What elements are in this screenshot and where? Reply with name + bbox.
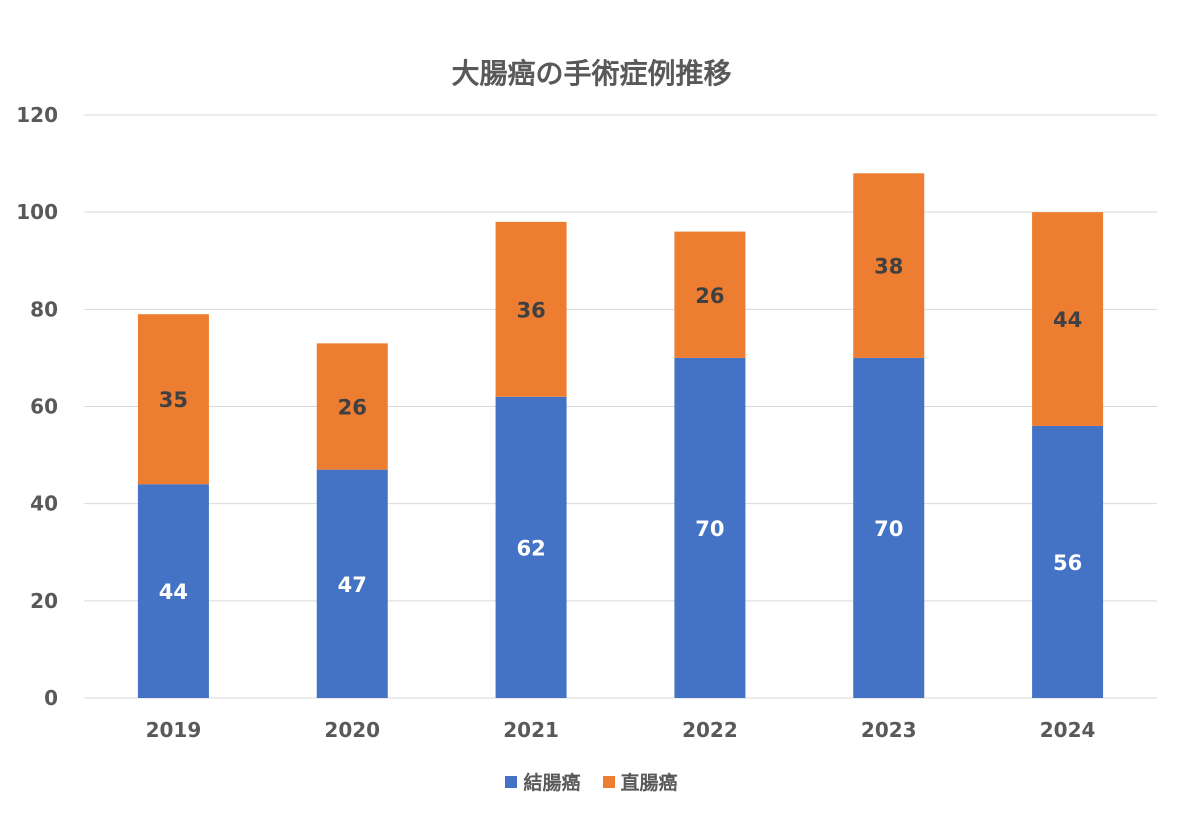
x-axis-ticks: 2019 2020 2021 2022 2023 2024 <box>146 718 1096 742</box>
y-tick-label: 120 <box>16 103 58 127</box>
legend-label: 直腸癌 <box>620 772 678 794</box>
data-label-結腸癌-2019: 44 <box>159 580 188 604</box>
bar-segment-結腸癌-2023 <box>853 357 925 698</box>
bar-segment-結腸癌-2022 <box>674 357 746 698</box>
data-label-直腸癌-2021: 36 <box>516 298 545 322</box>
data-label-layer: 44 35 47 26 62 36 70 26 70 38 56 44 <box>159 255 1082 605</box>
data-label-結腸癌-2020: 47 <box>338 573 367 597</box>
bar-segment-直腸癌-2021 <box>495 221 567 397</box>
legend-item: 結腸癌 <box>505 768 581 795</box>
legend-label: 結腸癌 <box>523 772 581 794</box>
x-tick-label: 2024 <box>1040 718 1096 742</box>
data-label-結腸癌-2021: 62 <box>516 536 545 560</box>
chart-title: 大腸癌の手術症例推移 <box>451 57 732 90</box>
grid-layer <box>84 114 1157 699</box>
bar-segment-直腸癌-2020 <box>316 343 388 470</box>
legend: 結腸癌 直腸癌 <box>0 768 1183 795</box>
bar-segment-直腸癌-2019 <box>137 314 209 485</box>
y-tick-label: 100 <box>16 200 58 224</box>
bar-segment-結腸癌-2019 <box>137 484 209 698</box>
bar-segment-直腸癌-2022 <box>674 231 746 358</box>
data-label-直腸癌-2020: 26 <box>338 396 367 420</box>
bar-layer <box>137 173 1104 698</box>
y-tick-label: 80 <box>30 297 58 321</box>
y-tick-label: 20 <box>30 589 58 613</box>
bar-segment-直腸癌-2023 <box>853 173 925 358</box>
x-tick-label: 2019 <box>146 718 202 742</box>
legend-swatch <box>602 775 615 788</box>
bar-segment-結腸癌-2020 <box>316 469 388 698</box>
x-tick-label: 2020 <box>324 718 380 742</box>
bar-segment-直腸癌-2024 <box>1032 212 1104 426</box>
x-tick-label: 2022 <box>682 718 738 742</box>
data-label-直腸癌-2023: 38 <box>874 255 903 279</box>
data-label-結腸癌-2023: 70 <box>874 517 903 541</box>
data-label-直腸癌-2024: 44 <box>1053 308 1082 332</box>
y-tick-label: 0 <box>44 686 58 710</box>
y-tick-label: 40 <box>30 492 58 516</box>
legend-item: 直腸癌 <box>602 768 678 795</box>
data-label-直腸癌-2022: 26 <box>695 284 724 308</box>
data-label-結腸癌-2022: 70 <box>695 517 724 541</box>
bar-segment-結腸癌-2021 <box>495 396 567 698</box>
legend-swatch <box>505 775 518 788</box>
y-tick-label: 60 <box>30 395 58 419</box>
data-label-直腸癌-2019: 35 <box>159 388 188 412</box>
data-label-結腸癌-2024: 56 <box>1053 551 1082 575</box>
bar-segment-結腸癌-2024 <box>1032 425 1104 698</box>
x-tick-label: 2023 <box>861 718 917 742</box>
x-tick-label: 2021 <box>503 718 559 742</box>
y-axis-ticks: 0 20 40 60 80 100 120 <box>16 103 58 710</box>
